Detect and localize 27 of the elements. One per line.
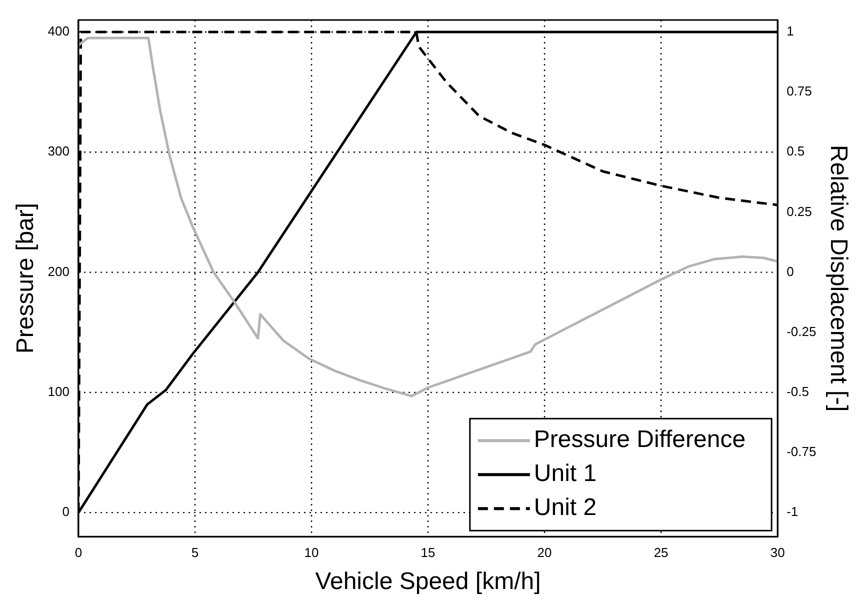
y2-axis-title: Relative Displacement [-] (824, 144, 852, 412)
x-tick-label: 25 (654, 544, 668, 560)
y-tick-label: 0 (62, 504, 70, 520)
y2-tick-label: 0 (786, 264, 794, 279)
x-axis-title: Vehicle Speed [km/h] (315, 568, 541, 596)
y-tick-label: 400 (48, 24, 70, 39)
y2-tick-label: 0.25 (786, 204, 812, 219)
y2-tick-label: -0.5 (786, 384, 809, 400)
x-tick-label: 30 (770, 544, 785, 560)
y-tick-label: 100 (48, 384, 70, 400)
x-tick-label: 5 (191, 544, 199, 560)
y-tick-label: 200 (48, 264, 70, 279)
x-tick-label: 10 (304, 544, 319, 560)
y2-tick-label: 0.5 (786, 144, 805, 159)
x-tick-label: 15 (420, 544, 436, 560)
y-axis-title: Pressure [bar] (12, 202, 40, 354)
y2-tick-label: 1 (786, 24, 794, 39)
y2-tick-label: -0.25 (786, 324, 816, 339)
x-tick-label: 0 (74, 544, 82, 560)
legend-label: Unit 2 (534, 494, 597, 522)
legend-label: Pressure Difference (534, 426, 746, 454)
x-tick-label: 20 (537, 544, 552, 560)
legend-label: Unit 1 (534, 460, 597, 488)
y2-tick-label: -1 (786, 504, 798, 520)
y-tick-label: 300 (48, 144, 70, 159)
y2-tick-label: -0.75 (786, 444, 816, 460)
y2-tick-label: 0.75 (786, 84, 812, 99)
